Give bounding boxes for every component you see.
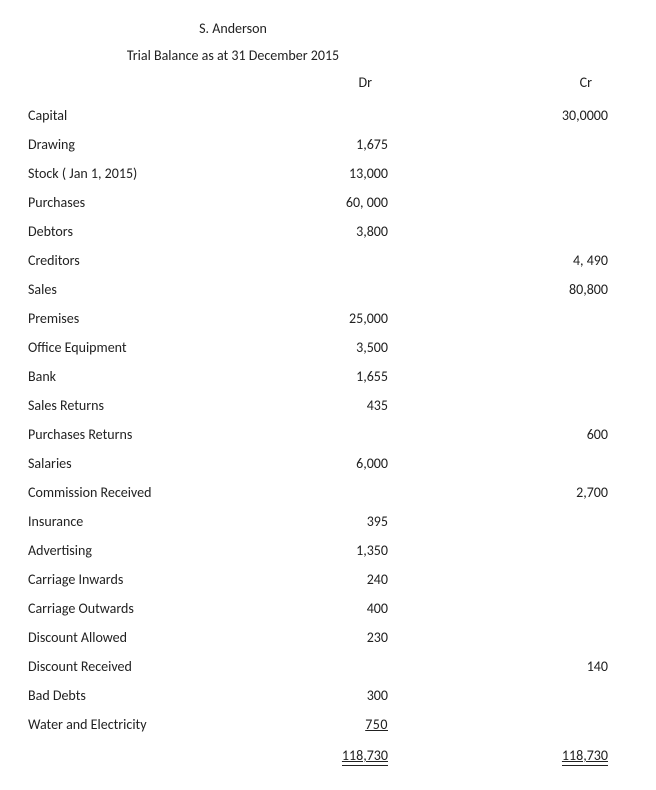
table-row: Commission Received 2,700	[28, 478, 628, 507]
table-row: Drawing1,675	[28, 130, 628, 159]
dr-cell: 13,000	[288, 165, 408, 182]
table-row: Stock ( Jan 1, 2015)13,000	[28, 159, 628, 188]
table-row: Carriage Outwards400	[28, 594, 628, 623]
account-name: Drawing	[28, 136, 288, 153]
table-row: Bank1,655	[28, 362, 628, 391]
trial-balance-rows: Capital30,0000Drawing1,675Stock ( Jan 1,…	[28, 101, 628, 739]
table-row: Water and Electricity 750	[28, 710, 628, 739]
dr-cell: 435	[288, 397, 408, 414]
account-name: Stock ( Jan 1, 2015)	[28, 165, 288, 182]
cr-cell: 4, 490	[508, 252, 628, 269]
cr-cell: 80,800	[508, 281, 628, 298]
dr-cell: 3,800	[288, 223, 408, 240]
account-name: Purchases Returns	[28, 426, 288, 443]
header-account-blank	[28, 74, 288, 91]
account-name: Insurance	[28, 513, 288, 530]
table-row: Sales Returns435	[28, 391, 628, 420]
account-name: Discount Allowed	[28, 629, 288, 646]
table-row: Discount Received 140	[28, 652, 628, 681]
totals-dr: 118,730	[288, 747, 408, 764]
account-name: Salaries	[28, 455, 288, 472]
table-row: Salaries6,000	[28, 449, 628, 478]
account-name: Premises	[28, 310, 288, 327]
table-row: Purchases Returns 600	[28, 420, 628, 449]
table-row: Advertising1,350	[28, 536, 628, 565]
account-name: Debtors	[28, 223, 288, 240]
table-row: Debtors3,800	[28, 217, 628, 246]
account-name: Capital	[28, 107, 288, 124]
account-name: Sales	[28, 281, 288, 298]
dr-cell: 60, 000	[288, 194, 408, 211]
totals-cr-value: 118,730	[562, 747, 608, 766]
cr-cell: 30,0000	[508, 107, 628, 124]
dr-cell: 1,655	[288, 368, 408, 385]
account-name: Discount Received	[28, 658, 288, 675]
account-name: Carriage Inwards	[28, 571, 288, 588]
dr-cell: 1,675	[288, 136, 408, 153]
table-row: Office Equipment3,500	[28, 333, 628, 362]
table-row: Carriage Inwards240	[28, 565, 628, 594]
document-title: S. Anderson	[28, 20, 438, 37]
dr-cell: 750	[288, 716, 408, 733]
table-row: Creditors 4, 490	[28, 246, 628, 275]
account-name: Commission Received	[28, 484, 288, 501]
column-header-row: Dr Cr	[28, 74, 628, 91]
totals-dr-value: 118,730	[342, 747, 388, 766]
dr-cell: 240	[288, 571, 408, 588]
cr-cell: 600	[508, 426, 628, 443]
account-name: Advertising	[28, 542, 288, 559]
dr-cell: 3,500	[288, 339, 408, 356]
header-dr: Dr	[288, 74, 408, 91]
dr-cell: 400	[288, 600, 408, 617]
table-row: Capital 30,0000	[28, 101, 628, 130]
cr-cell: 2,700	[508, 484, 628, 501]
trial-balance-container: S. Anderson Trial Balance as at 31 Decem…	[0, 2, 656, 788]
totals-row: 118,730 118,730	[28, 739, 628, 770]
account-name: Bank	[28, 368, 288, 385]
dr-cell: 300	[288, 687, 408, 704]
header-spacer	[408, 74, 508, 91]
account-name: Bad Debts	[28, 687, 288, 704]
dr-cell: 1,350	[288, 542, 408, 559]
account-name: Water and Electricity	[28, 716, 288, 733]
account-name: Sales Returns	[28, 397, 288, 414]
table-row: Purchases60, 000	[28, 188, 628, 217]
dr-cell: 230	[288, 629, 408, 646]
account-name: Office Equipment	[28, 339, 288, 356]
dr-cell: 6,000	[288, 455, 408, 472]
table-row: Bad Debts300	[28, 681, 628, 710]
cr-cell: 140	[508, 658, 628, 675]
table-row: Insurance395	[28, 507, 628, 536]
account-name: Creditors	[28, 252, 288, 269]
totals-cr: 118,730	[508, 747, 628, 764]
header-cr: Cr	[508, 74, 628, 91]
dr-cell: 25,000	[288, 310, 408, 327]
account-name: Carriage Outwards	[28, 600, 288, 617]
table-row: Discount Allowed230	[28, 623, 628, 652]
document-subtitle: Trial Balance as at 31 December 2015	[28, 47, 438, 64]
table-row: Premises25,000	[28, 304, 628, 333]
table-row: Sales 80,800	[28, 275, 628, 304]
account-name: Purchases	[28, 194, 288, 211]
dr-cell: 395	[288, 513, 408, 530]
dr-value: 750	[365, 716, 388, 733]
